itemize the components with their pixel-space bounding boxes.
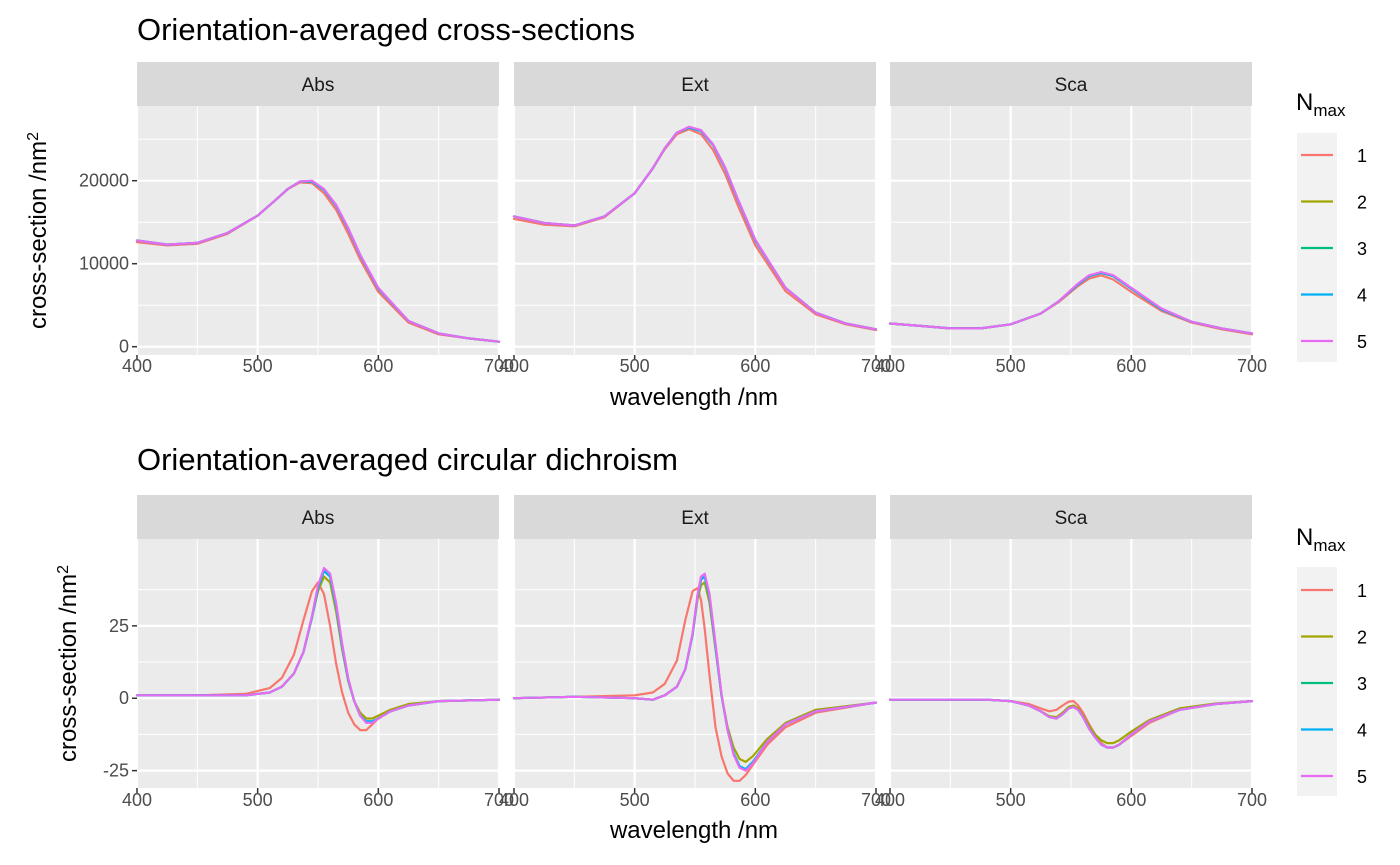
legend-entry-label: 1 [1357, 146, 1367, 166]
facet-strip [137, 62, 499, 106]
facet-strip [890, 495, 1252, 539]
y-axis-title: cross-section /nm2 [25, 132, 53, 329]
legend-entry-label: 3 [1357, 674, 1367, 694]
x-tick-label: 700 [1237, 356, 1267, 376]
legend-title-subscript: max [1313, 536, 1346, 555]
facet-strip [514, 495, 876, 539]
facet-strip [137, 495, 499, 539]
y-tick-label: 20000 [79, 171, 129, 191]
series-line-nmax-5 [135, 179, 501, 343]
x-tick-label: 400 [875, 790, 905, 810]
series-line-nmax-5 [135, 566, 501, 725]
x-axis-title: wavelength /nm [609, 817, 778, 844]
y-tick-label: -25 [103, 761, 129, 781]
x-tick-label: 500 [996, 356, 1026, 376]
legend-title-text: N [1296, 524, 1313, 551]
chart-2: Orientation-averaged circular dichroism A… [55, 442, 1368, 844]
x-tick-label: 700 [484, 790, 514, 810]
x-tick-label: 400 [875, 356, 905, 376]
x-tick-label: 500 [620, 356, 650, 376]
x-tick-label: 500 [996, 790, 1026, 810]
series-line-nmax-5 [512, 572, 878, 772]
x-tick-label: 600 [363, 790, 393, 810]
series-line-nmax-5 [888, 698, 1254, 749]
facet-sca: Sca 400 500 600 700 [875, 495, 1267, 810]
legend-entry-label: 1 [1357, 581, 1367, 601]
facet-sca: Sca 400 500 600 700 [875, 62, 1267, 376]
y-tick-label: 0 [119, 688, 129, 708]
x-tick-label: 400 [499, 790, 529, 810]
series-line-nmax-5 [512, 125, 878, 331]
x-tick-label: 500 [243, 790, 273, 810]
facet-strip [890, 62, 1252, 106]
legend-entry-label: 2 [1357, 193, 1367, 213]
facet-abs: Abs 400 500 600 700 0 10000 20000 [79, 62, 514, 376]
y-tick-label: 10000 [79, 254, 129, 274]
y-tick-label: 25 [109, 616, 129, 636]
x-tick-label: 500 [620, 790, 650, 810]
y-axis-title: cross-section /nm2 [55, 565, 83, 762]
x-tick-label: 600 [1116, 790, 1146, 810]
facet-ext: Ext 400 500 600 700 [499, 495, 891, 810]
facet-strip-label: Abs [302, 75, 335, 96]
y-axis-title-superscript: 2 [55, 565, 72, 574]
chart-title: Orientation-averaged circular dichroism [137, 442, 678, 477]
chart-title: Orientation-averaged cross-sections [137, 12, 635, 47]
legend-entry-label: 3 [1357, 239, 1367, 259]
x-axis-title: wavelength /nm [609, 384, 778, 411]
legend: Nmax 1 2 3 4 5 [1296, 89, 1367, 362]
x-tick-label: 600 [363, 356, 393, 376]
x-tick-label: 700 [1237, 790, 1267, 810]
legend-entry-label: 5 [1357, 767, 1367, 787]
legend-title-text: N [1296, 89, 1313, 116]
x-tick-label: 600 [740, 356, 770, 376]
series-line-nmax-5 [888, 270, 1254, 335]
x-tick-label: 700 [484, 356, 514, 376]
facet-ext: Ext 400 500 600 700 [499, 62, 891, 376]
y-axis-title-superscript: 2 [25, 132, 42, 141]
legend-title: Nmax [1296, 89, 1346, 120]
legend-title-subscript: max [1313, 101, 1346, 120]
facet-strip-label: Sca [1055, 508, 1088, 529]
facet-strip-label: Ext [681, 75, 709, 96]
legend: Nmax 1 2 3 4 5 [1296, 524, 1367, 796]
legend-entry-label: 4 [1357, 721, 1367, 741]
x-tick-label: 400 [499, 356, 529, 376]
x-tick-label: 500 [243, 356, 273, 376]
legend-entry-label: 5 [1357, 332, 1367, 352]
chart-1: Orientation-averaged cross-sectionsAbs40… [25, 12, 1368, 411]
x-tick-label: 600 [740, 790, 770, 810]
y-axis-title-text: cross-section /nm [25, 141, 52, 329]
legend-entry-label: 2 [1357, 628, 1367, 648]
y-tick-label: 0 [119, 337, 129, 357]
facet-strip-label: Ext [681, 508, 709, 529]
x-tick-label: 400 [122, 356, 152, 376]
x-tick-label: 400 [122, 790, 152, 810]
facet-strip-label: Sca [1055, 75, 1088, 96]
legend-key-background [1297, 567, 1337, 796]
x-tick-label: 600 [1116, 356, 1146, 376]
series-line-nmax-1 [888, 698, 1254, 749]
x-tick-label: 700 [861, 790, 891, 810]
facet-abs: Abs 400 500 600 700 -25 0 25 [103, 495, 514, 810]
legend-title: Nmax [1296, 524, 1346, 555]
legend-entry-label: 4 [1357, 286, 1367, 306]
facet-strip [514, 62, 876, 106]
facet-strip-label: Abs [302, 508, 335, 529]
x-tick-label: 700 [861, 356, 891, 376]
y-axis-title-text: cross-section /nm [55, 574, 82, 762]
